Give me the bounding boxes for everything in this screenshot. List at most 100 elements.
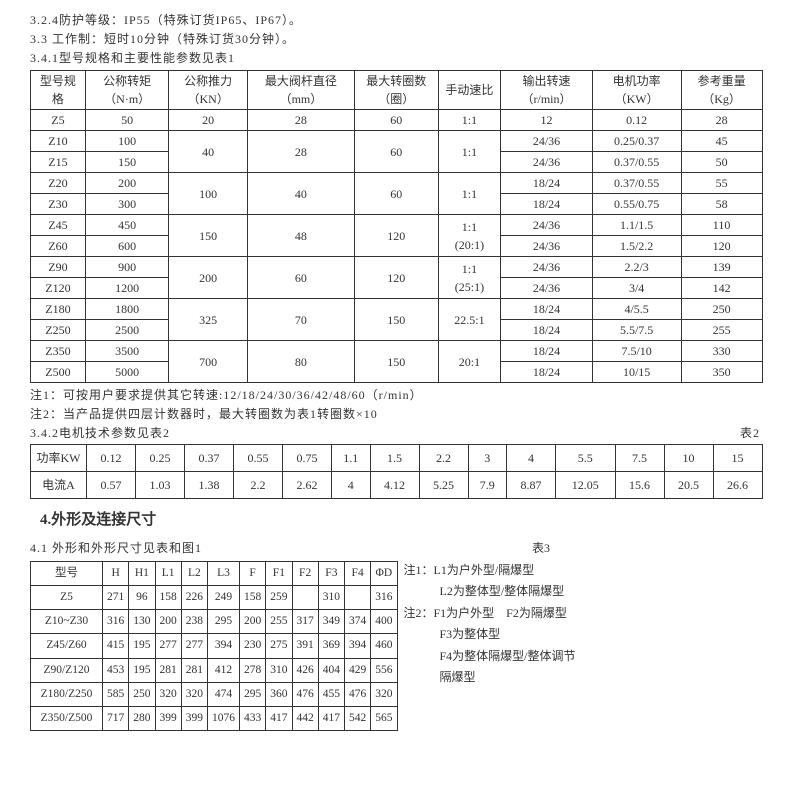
note-3: 3.4.2电机技术参数见表2: [30, 426, 170, 440]
t1-cell: 50: [85, 110, 169, 131]
t1-cell: 142: [681, 278, 762, 299]
t3-cell: 320: [155, 682, 181, 706]
t1-cell: 28: [681, 110, 762, 131]
table-row: Z18018003257015022.5:118/244/5.5250: [31, 299, 763, 320]
t1-header-cell: 公称推力（KN）: [169, 71, 247, 110]
t1-cell: 0.55/0.75: [592, 194, 681, 215]
t2-cell: 15.6: [615, 472, 664, 499]
t3-cell: 238: [181, 610, 207, 634]
t3-cell: 476: [345, 682, 371, 706]
t3-header-cell: F1: [266, 561, 292, 585]
t1-cell: Z180: [31, 299, 86, 320]
t3-header-cell: H: [103, 561, 129, 585]
table-row: Z45/Z60415195277277394230275391369394460: [31, 634, 398, 658]
t3-cell: 374: [345, 610, 371, 634]
t1-cell: 28: [247, 110, 354, 131]
t3-cell: Z180/Z250: [31, 682, 103, 706]
t1-cell-merged: 22.5:1: [438, 299, 501, 341]
t3-cell: 476: [292, 682, 318, 706]
table-row: Z10~Z30316130200238295200255317349374400: [31, 610, 398, 634]
t1-cell: 900: [85, 257, 169, 278]
t1-cell-merged: 1:1: [438, 173, 501, 215]
t3-cell: 717: [103, 707, 129, 731]
t1-cell-merged: 1:1: [438, 131, 501, 173]
t2-cell: 4: [332, 472, 371, 499]
t3-cell: 295: [240, 682, 266, 706]
t3-cell: 417: [266, 707, 292, 731]
t3-cell: 433: [240, 707, 266, 731]
t3-header-cell: L3: [208, 561, 240, 585]
t1-cell-merged: 28: [247, 131, 354, 173]
section-4-title: 4.外形及连接尺寸: [40, 509, 770, 532]
t2-cell: 7.9: [468, 472, 507, 499]
t1-cell: 100: [85, 131, 169, 152]
t1-cell: 250: [681, 299, 762, 320]
t1-cell: 60: [354, 110, 438, 131]
t3-cell: Z5: [31, 585, 103, 609]
t3-cell: 394: [345, 634, 371, 658]
t1-cell: 18/24: [501, 320, 592, 341]
t3-cell: [292, 585, 318, 609]
t3-cell: 320: [371, 682, 397, 706]
t1-header-cell: 输出转速（r/min）: [501, 71, 592, 110]
t2-cell: 1.38: [185, 472, 234, 499]
t1-cell: 12: [501, 110, 592, 131]
table-row: Z101004028601:124/360.25/0.3745: [31, 131, 763, 152]
t1-cell: 1800: [85, 299, 169, 320]
table-row: Z527196158226249158259310316: [31, 585, 398, 609]
t1-header-cell: 参考重量（Kg）: [681, 71, 762, 110]
t3-cell: 295: [208, 610, 240, 634]
t3-cell: 280: [129, 707, 155, 731]
table-row: Z90/Z12045319528128141227831042640442955…: [31, 658, 398, 682]
t1-cell: 2.2/3: [592, 257, 681, 278]
t2-cell: 4.12: [370, 472, 419, 499]
t1-cell: 5000: [85, 362, 169, 383]
t2-cell: 电流A: [31, 472, 87, 499]
t1-cell: Z60: [31, 236, 86, 257]
table-3-dimensions: 型号HH1L1L2L3FF1F2F3F4ΦD Z5271961582262491…: [30, 561, 398, 732]
t3-cell: 230: [240, 634, 266, 658]
table-row: Z5502028601:1120.1228: [31, 110, 763, 131]
t3-header-cell: L2: [181, 561, 207, 585]
t1-cell: 0.25/0.37: [592, 131, 681, 152]
t1-cell: 0.37/0.55: [592, 173, 681, 194]
t3-cell: 417: [318, 707, 344, 731]
t1-cell: 2500: [85, 320, 169, 341]
t3-cell: 460: [371, 634, 397, 658]
t1-cell: 255: [681, 320, 762, 341]
t1-cell: 1.1/1.5: [592, 215, 681, 236]
t3-cell: 316: [103, 610, 129, 634]
t3-cell: 349: [318, 610, 344, 634]
t1-cell: 139: [681, 257, 762, 278]
t3-cell: 277: [155, 634, 181, 658]
t3-cell: 158: [240, 585, 266, 609]
sidenote-4: F3为整体型: [404, 624, 576, 646]
t1-cell-merged: 60: [354, 131, 438, 173]
t1-cell-merged: 120: [354, 215, 438, 257]
t3-cell: 360: [266, 682, 292, 706]
t2-cell: 4: [507, 445, 556, 472]
t3-cell: 316: [371, 585, 397, 609]
t2-cell: 3: [468, 445, 507, 472]
t3-cell: 259: [266, 585, 292, 609]
t1-cell: Z15: [31, 152, 86, 173]
intro-line-1: 3.2.4防护等级：IP55（特殊订货IP65、IP67）。: [30, 11, 770, 29]
t1-cell: 3/4: [592, 278, 681, 299]
t1-cell: 1.5/2.2: [592, 236, 681, 257]
t2-cell: 功率KW: [31, 445, 87, 472]
t3-header-cell: F3: [318, 561, 344, 585]
t1-cell-merged: 40: [169, 131, 247, 173]
t1-cell: 7.5/10: [592, 341, 681, 362]
t1-cell: 150: [85, 152, 169, 173]
t3-cell: 565: [371, 707, 397, 731]
sidenote-5: F4为整体隔爆型/整体调节: [404, 646, 576, 668]
t1-header-cell: 电机功率（KW）: [592, 71, 681, 110]
t1-cell: 58: [681, 194, 762, 215]
t3-cell: 200: [240, 610, 266, 634]
t2-cell: 2.62: [283, 472, 332, 499]
t1-cell: 20: [169, 110, 247, 131]
t2-cell: 8.87: [507, 472, 556, 499]
t3-cell: 426: [292, 658, 318, 682]
table-row: Z180/Z2505852503203204742953604764554763…: [31, 682, 398, 706]
table-2-motor: 功率KW0.120.250.370.550.751.11.52.2345.57.…: [30, 444, 763, 499]
